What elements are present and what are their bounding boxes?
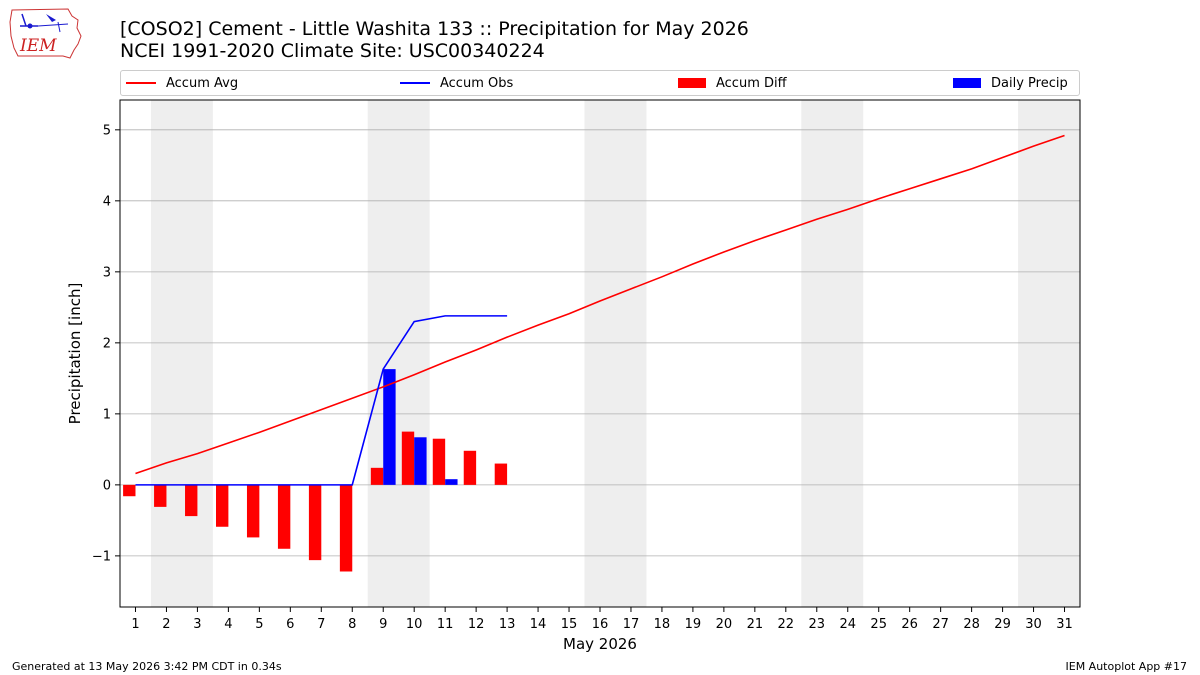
x-tick-label: 3 — [193, 617, 201, 632]
bar-daily-precip-day-9 — [383, 369, 396, 485]
legend-daily-patch-swatch — [953, 78, 981, 88]
line-accum-obs — [135, 315, 508, 486]
x-axis-ticks: 1 2 3 4 5 6 7 8 9 10 11 12 13 14 15 16 17 18 19 20 21 22 23 24 2… — [131, 607, 1073, 632]
weekend-shade-2 — [367, 100, 430, 607]
legend-label-daily-precip: Daily Precip — [991, 75, 1068, 91]
legend-label-accum-avg: Accum Avg — [166, 75, 239, 91]
x-tick-label: 1 — [131, 617, 139, 632]
x-tick-label: 17 — [623, 617, 640, 632]
iem-logo: IEM — [9, 8, 82, 59]
x-tick-label: 18 — [654, 617, 671, 632]
weekend-shade-3 — [584, 100, 647, 607]
x-tick-label: 22 — [778, 617, 795, 632]
y-tick-label: 5 — [103, 123, 111, 138]
y-tick-label: 0 — [103, 478, 111, 493]
y-tick-label: 1 — [103, 407, 111, 422]
legend-obs-line-swatch — [400, 82, 430, 84]
line-series — [135, 134, 1065, 486]
y-tick-label: 3 — [103, 265, 111, 280]
x-tick-label: 4 — [224, 617, 232, 632]
x-tick-label: 20 — [716, 617, 733, 632]
x-axis-label: May 2026 — [563, 635, 637, 653]
line-accum-avg — [135, 134, 1065, 475]
legend-label-accum-obs: Accum Obs — [440, 75, 514, 91]
x-tick-label: 8 — [348, 617, 356, 632]
y-tick-label: 4 — [103, 194, 111, 209]
x-tick-label: 16 — [592, 617, 609, 632]
legend-item-accum-obs: Accum Obs — [400, 74, 513, 92]
chart-legend: Accum Avg Accum Obs Accum Diff Daily Pre… — [120, 70, 1080, 96]
bar-accum-diff-day-12 — [463, 450, 477, 485]
legend-avg-line-swatch — [126, 82, 156, 84]
legend-diff-patch-swatch — [678, 78, 706, 88]
y-axis-ticks: −1 0 1 2 3 4 5 — [92, 123, 120, 564]
weekend-shading — [150, 100, 1080, 607]
x-tick-label: 25 — [870, 617, 887, 632]
y-axis-label: Precipitation [inch] — [66, 283, 84, 425]
x-tick-label: 7 — [317, 617, 325, 632]
x-tick-label: 29 — [994, 617, 1011, 632]
legend-item-accum-avg: Accum Avg — [126, 74, 238, 92]
legend-label-accum-diff: Accum Diff — [716, 75, 787, 91]
x-tick-label: 19 — [685, 617, 702, 632]
x-tick-label: 23 — [809, 617, 826, 632]
x-tick-label: 6 — [286, 617, 294, 632]
chart-title: [COSO2] Cement - Little Washita 133 :: P… — [120, 18, 749, 40]
bar-series — [123, 369, 508, 572]
legend-item-daily-precip: Daily Precip — [953, 74, 1068, 92]
bar-daily-precip-day-10 — [414, 437, 427, 485]
x-tick-label: 31 — [1056, 617, 1073, 632]
x-tick-label: 10 — [406, 617, 423, 632]
legend-item-accum-diff: Accum Diff — [678, 74, 787, 92]
x-tick-label: 27 — [932, 617, 949, 632]
x-tick-label: 9 — [379, 617, 387, 632]
bar-accum-diff-day-9 — [370, 467, 384, 485]
x-tick-label: 2 — [162, 617, 170, 632]
logo-text: IEM — [19, 36, 57, 56]
weekend-shade-5 — [1018, 100, 1080, 607]
bar-daily-precip-day-11 — [445, 479, 458, 485]
bar-accum-diff-day-3 — [185, 484, 198, 517]
x-tick-label: 21 — [747, 617, 764, 632]
y-tick-label: 2 — [103, 336, 111, 351]
x-tick-label: 24 — [839, 617, 856, 632]
bar-accum-diff-day-10 — [401, 431, 415, 485]
bar-accum-diff-day-7 — [308, 484, 322, 561]
x-tick-label: 28 — [963, 617, 980, 632]
bar-accum-diff-day-8 — [339, 484, 353, 572]
chart-subtitle: NCEI 1991-2020 Climate Site: USC00340224 — [120, 40, 545, 62]
footer-app-text: IEM Autoplot App #17 — [1065, 660, 1188, 673]
weekend-shade-4 — [801, 100, 864, 607]
x-tick-label: 15 — [561, 617, 578, 632]
weekend-shade-1 — [150, 100, 213, 607]
x-tick-label: 5 — [255, 617, 263, 632]
x-tick-label: 13 — [499, 617, 516, 632]
grid-lines — [120, 129, 1080, 557]
bar-accum-diff-day-1 — [123, 484, 136, 497]
x-tick-label: 14 — [530, 617, 547, 632]
bar-accum-diff-day-4 — [216, 484, 229, 527]
x-tick-label: 12 — [468, 617, 485, 632]
bar-accum-diff-day-2 — [154, 484, 167, 507]
bar-accum-diff-day-11 — [432, 438, 446, 485]
x-tick-label: 30 — [1025, 617, 1042, 632]
x-tick-label: 26 — [901, 617, 918, 632]
y-tick-label: −1 — [92, 549, 111, 564]
footer-generated-text: Generated at 13 May 2026 3:42 PM CDT in … — [12, 660, 282, 673]
x-tick-label: 11 — [437, 617, 454, 632]
bar-accum-diff-day-13 — [494, 463, 508, 485]
bar-accum-diff-day-5 — [246, 484, 260, 538]
bar-accum-diff-day-6 — [277, 484, 291, 549]
